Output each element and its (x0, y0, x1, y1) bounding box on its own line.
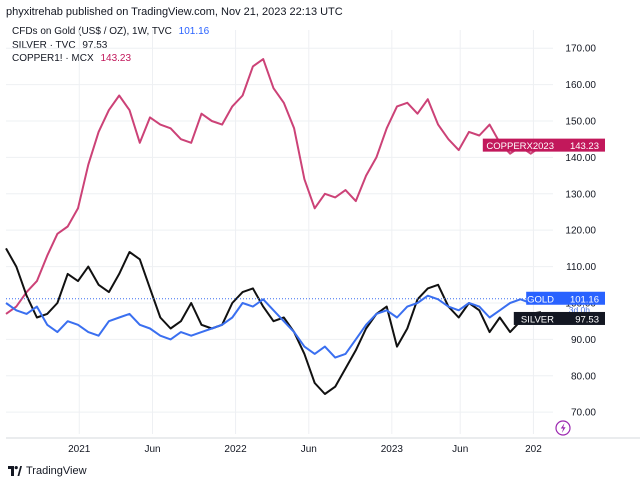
silver-badge-value: 97.53 (575, 314, 599, 325)
series-line-silver (5, 247, 542, 395)
y-tick-label: 150.00 (565, 116, 596, 127)
x-tick-label: Jun (301, 444, 317, 455)
y-tick-label: 170.00 (565, 44, 596, 55)
tradingview-logo-icon (8, 466, 22, 476)
y-tick-label: 140.00 (565, 153, 596, 164)
gold-badge-label-bg (526, 291, 557, 305)
legend-label-gold: CFDs on Gold (US$ / OZ), 1W, TVC (12, 26, 172, 37)
gold-badge-value: 101.16 (570, 294, 599, 305)
gold-countdown: 3d 0h (569, 305, 591, 315)
legend: CFDs on Gold (US$ / OZ), 1W, TVC 101.16 … (12, 25, 209, 66)
y-tick-label: 80.00 (571, 371, 596, 382)
series-line-gold (5, 294, 542, 359)
copper-badge-label-bg (482, 138, 557, 152)
x-tick-label: 2022 (224, 444, 247, 455)
y-tick-label: 70.00 (571, 408, 596, 419)
gold-badge-value-bg (557, 291, 605, 305)
legend-value-copper: 143.23 (100, 53, 132, 64)
legend-label-silver: SILVER · TVC (12, 39, 76, 51)
silver-badge-label-bg (513, 311, 557, 325)
footer-brand: TradingView (26, 465, 87, 477)
publish-header: phyxitrehab published on TradingView.com… (0, 0, 640, 24)
legend-value-silver: 97.53 (82, 39, 108, 51)
footer: TradingView (8, 462, 87, 480)
y-tick-label: 120.00 (565, 226, 596, 237)
legend-row-gold[interactable]: CFDs on Gold (US$ / OZ), 1W, TVC 101.16 (12, 25, 209, 39)
x-tick-label: Jun (144, 444, 160, 455)
silver-badge-label: SILVER (521, 314, 554, 325)
silver-badge-value-bg (557, 311, 605, 325)
copper-badge-label: COPPERX2023 (486, 141, 554, 152)
x-tick-label: 2023 (381, 444, 404, 455)
legend-row-copper[interactable]: COPPER1! · MCX 143.23 (12, 52, 209, 66)
legend-value-gold: 101.16 (178, 26, 210, 37)
series-line-copper (5, 58, 542, 315)
publish-header-text: phyxitrehab published on TradingView.com… (6, 6, 343, 18)
legend-row-silver[interactable]: SILVER · TVC 97.53 (12, 39, 209, 53)
copper-badge-value-bg (557, 138, 605, 152)
x-tick-label: 2021 (68, 444, 91, 455)
y-tick-label: 130.00 (565, 189, 596, 200)
x-tick-label: Jun (452, 444, 468, 455)
x-tick-label: 202 (525, 444, 542, 455)
legend-label-copper: COPPER1! · MCX (12, 53, 94, 64)
y-tick-label: 90.00 (571, 335, 596, 346)
lightning-icon-bolt (560, 423, 566, 433)
lightning-icon (555, 420, 571, 436)
y-tick-label: 160.00 (565, 80, 596, 91)
y-tick-label: 110.00 (566, 262, 596, 273)
copper-badge-value: 143.23 (570, 141, 599, 152)
gold-badge-label: GOLD (527, 294, 554, 305)
